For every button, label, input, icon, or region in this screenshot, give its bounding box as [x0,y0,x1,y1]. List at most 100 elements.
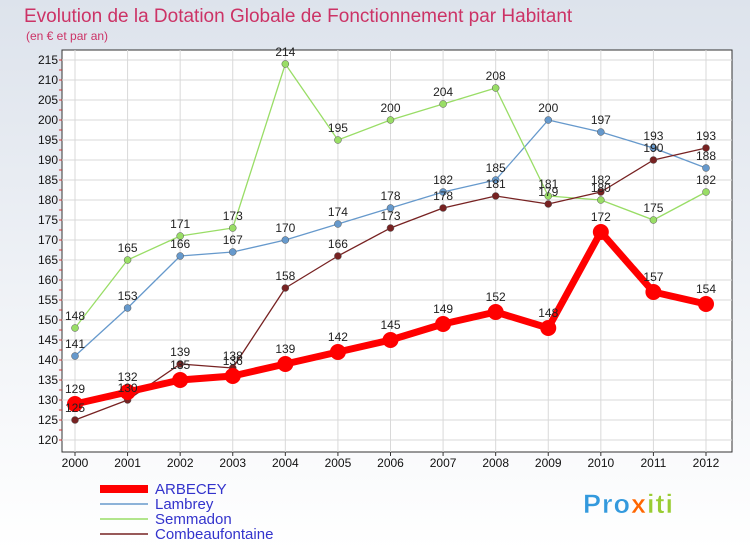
x-tick-label: 2008 [482,456,509,470]
data-point [491,192,500,200]
data-label: 170 [275,221,295,235]
data-point [435,316,452,332]
y-tick-label: 200 [38,113,58,127]
data-point [597,196,605,204]
data-label-layer: 129 132 135 136 139 142 145 149 152 148 172 157 154 1… [65,45,716,415]
y-tick-label: 205 [38,93,58,107]
data-label: 193 [643,129,663,143]
data-label: 175 [643,201,663,215]
data-point [439,188,447,196]
y-tick-label: 155 [38,293,58,307]
data-label: 200 [380,101,400,115]
data-label: 197 [591,113,611,127]
data-point [334,220,342,228]
x-tick-label: 2005 [325,456,352,470]
y-tick-label: 180 [38,193,58,207]
y-tick-label: 135 [38,373,58,387]
data-label: 178 [380,189,400,203]
y-tick-label: 140 [38,353,58,367]
data-point [649,144,658,152]
data-point [702,144,710,152]
legend-label: Lambrey [155,496,214,513]
y-tick-label: 170 [38,233,58,247]
data-point [597,128,605,136]
data-label: 158 [275,269,295,283]
data-label: 182 [591,173,611,187]
x-tick-label: 2011 [641,456,667,470]
x-tick-label: 2007 [430,456,457,470]
data-label: 172 [591,210,611,224]
x-tick-label: 2003 [219,456,246,470]
y-tick-label: 160 [38,273,58,287]
y-tick-label: 185 [38,173,58,187]
data-point [281,236,290,244]
data-label: 153 [118,289,138,303]
data-point [439,100,447,108]
series-lambrey [71,116,710,360]
data-label: 208 [486,69,506,83]
data-label: 145 [380,318,400,332]
data-point [439,204,447,212]
data-point [645,284,662,300]
data-label: 166 [328,237,348,251]
data-point [487,304,504,320]
axis-layer: 1201251301351401451501551601651701751801… [38,53,720,470]
data-label: 180 [591,181,611,195]
y-tick-label: 165 [38,253,58,267]
data-point [176,232,184,240]
data-label: 142 [328,330,348,344]
data-point [277,356,294,372]
data-point [386,116,395,124]
data-label: 157 [643,270,663,284]
data-label: 178 [433,189,453,203]
legend-label: Semmadon [155,511,232,528]
legend-label: Combeaufontaine [155,526,273,543]
y-tick-label: 120 [38,433,58,447]
data-point [71,416,79,424]
data-label: 132 [118,370,138,384]
data-point [491,84,500,92]
chart-subtitle: (en € et par an) [26,29,108,43]
data-label: 173 [380,209,400,223]
data-label: 149 [433,302,453,316]
y-tick-label: 195 [38,133,58,147]
data-label: 190 [643,141,663,155]
y-tick-label: 130 [38,393,58,407]
data-label: 204 [433,85,453,99]
y-tick-label: 210 [38,73,58,87]
x-tick-label: 2001 [114,456,141,470]
chart-title: Evolution de la Dotation Globale de Fonc… [24,6,573,27]
data-point [540,320,557,336]
data-point [649,156,658,164]
data-label: 167 [223,233,243,247]
data-label: 136 [223,354,243,368]
data-label: 135 [170,358,190,372]
data-point [702,188,710,196]
x-tick-label: 2000 [62,456,89,470]
data-label: 200 [538,101,558,115]
data-point [386,204,395,212]
data-point [172,372,189,388]
series-arbecey [67,224,714,412]
data-label: 130 [118,381,138,395]
data-label: 165 [118,241,138,255]
data-point [544,192,552,200]
data-point [176,360,184,368]
data-point [334,136,342,144]
data-point [544,200,552,208]
series-layer [67,60,714,424]
x-tick-label: 2002 [167,456,194,470]
data-label: 185 [486,161,506,175]
data-point [281,60,290,68]
x-tick-label: 2006 [377,456,404,470]
data-label: 148 [538,306,558,320]
data-label: 154 [696,282,716,296]
logo-text: Proxiti [583,489,674,519]
y-tick-label: 125 [38,413,58,427]
x-tick-label: 2010 [587,456,614,470]
data-point [67,396,83,412]
data-point [71,352,79,360]
data-point [123,304,132,312]
